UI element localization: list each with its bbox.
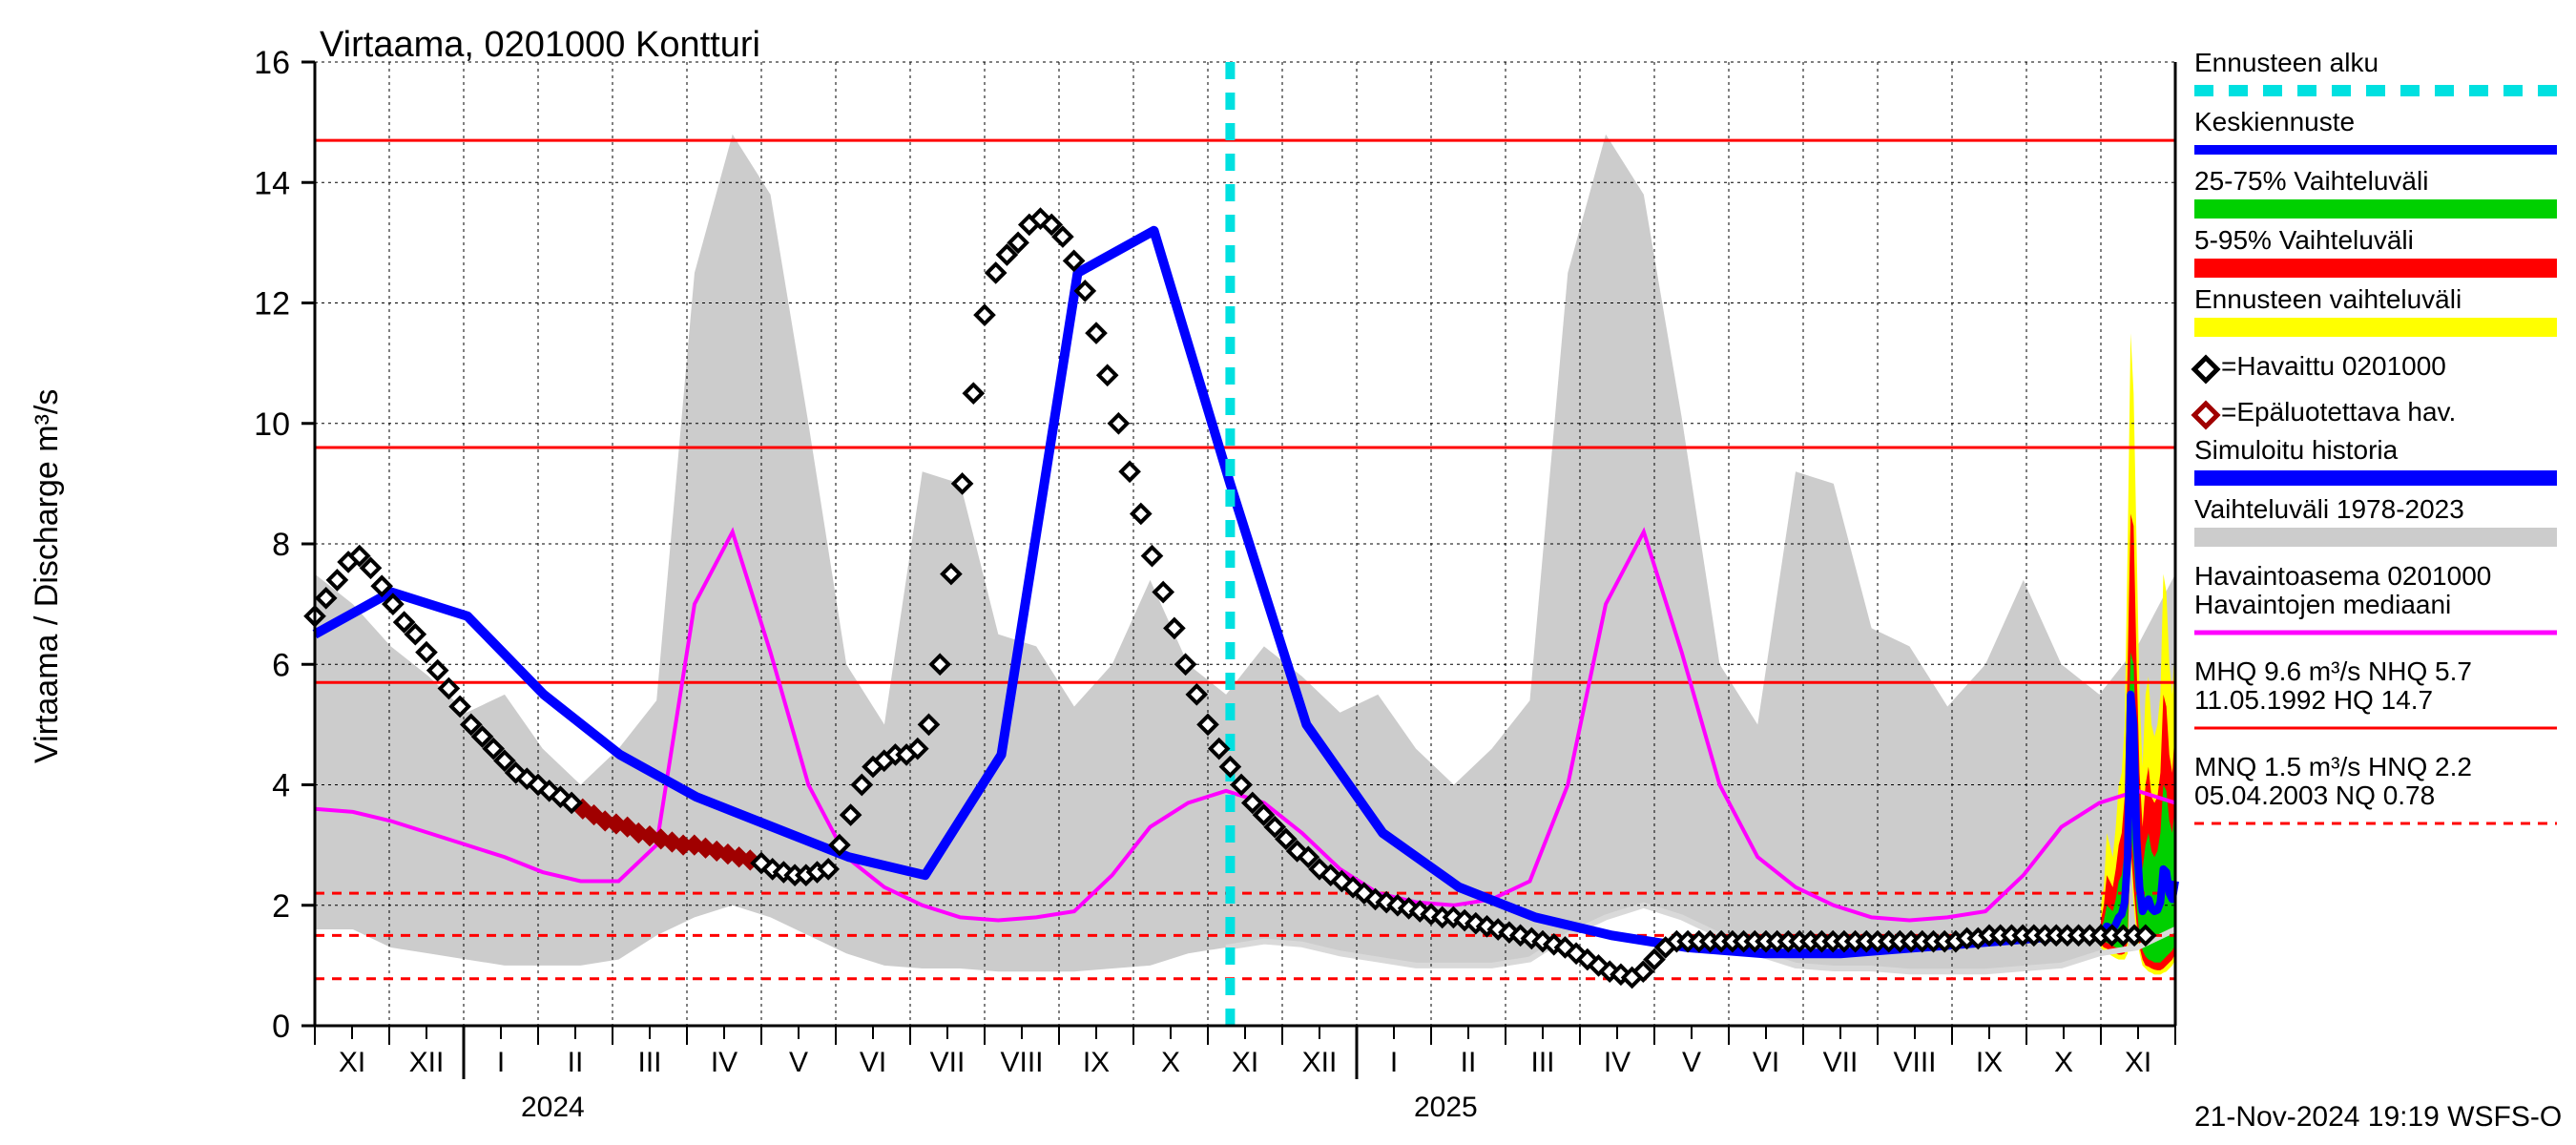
svg-text:I: I (497, 1047, 505, 1078)
svg-text:IV: IV (1604, 1047, 1631, 1078)
svg-text:2024: 2024 (521, 1092, 585, 1123)
svg-text:III: III (637, 1047, 661, 1078)
svg-text:25-75% Vaihteluväli: 25-75% Vaihteluväli (2194, 166, 2428, 196)
svg-text:X: X (2054, 1047, 2073, 1078)
svg-text:VIII: VIII (1893, 1047, 1936, 1078)
svg-text:0: 0 (272, 1009, 290, 1045)
svg-text:Havaintojen mediaani: Havaintojen mediaani (2194, 590, 2451, 619)
svg-text:XI: XI (2125, 1047, 2151, 1078)
svg-text:10: 10 (254, 406, 290, 443)
svg-text:IX: IX (1083, 1047, 1110, 1078)
svg-text:MNQ 1.5 m³/s HNQ 2.2: MNQ 1.5 m³/s HNQ 2.2 (2194, 752, 2472, 781)
svg-text:VII: VII (1823, 1047, 1859, 1078)
svg-text:VI: VI (860, 1047, 886, 1078)
svg-text:Virtaama / Discharge m³/s: Virtaama / Discharge m³/s (29, 389, 65, 763)
discharge-forecast-chart: 0246810121416XIXIIIIIIIIIVVVIVIIVIIIIXXX… (0, 0, 2576, 1145)
svg-text:5-95% Vaihteluväli: 5-95% Vaihteluväli (2194, 225, 2414, 255)
svg-text:IX: IX (1976, 1047, 2003, 1078)
svg-text:VI: VI (1753, 1047, 1779, 1078)
svg-text:2: 2 (272, 888, 290, 925)
svg-text:21-Nov-2024 19:19 WSFS-O: 21-Nov-2024 19:19 WSFS-O (2194, 1101, 2562, 1133)
svg-text:05.04.2003 NQ 0.78: 05.04.2003 NQ 0.78 (2194, 781, 2435, 810)
svg-text:Simuloitu historia: Simuloitu historia (2194, 435, 2399, 465)
svg-text:12: 12 (254, 286, 290, 323)
svg-text:4: 4 (272, 768, 290, 804)
svg-text:Havaintoasema 0201000: Havaintoasema 0201000 (2194, 561, 2491, 591)
svg-text:VIII: VIII (1000, 1047, 1043, 1078)
chart-svg: 0246810121416XIXIIIIIIIIIVVVIVIIVIIIIXXX… (0, 0, 2576, 1145)
svg-text:11.05.1992 HQ 14.7: 11.05.1992 HQ 14.7 (2194, 685, 2433, 715)
svg-text:XII: XII (409, 1047, 445, 1078)
svg-text:III: III (1530, 1047, 1554, 1078)
svg-text:XI: XI (1232, 1047, 1258, 1078)
svg-text:16: 16 (254, 45, 290, 81)
svg-text:14: 14 (254, 165, 290, 201)
svg-text:V: V (1682, 1047, 1701, 1078)
svg-text:MHQ 9.6 m³/s NHQ 5.7: MHQ 9.6 m³/s NHQ 5.7 (2194, 656, 2472, 686)
svg-text:=Havaittu 0201000: =Havaittu 0201000 (2221, 351, 2446, 381)
svg-text:Virtaama, 0201000 Kontturi: Virtaama, 0201000 Kontturi (320, 25, 760, 65)
svg-text:XII: XII (1302, 1047, 1338, 1078)
svg-text:8: 8 (272, 527, 290, 563)
svg-text:II: II (568, 1047, 584, 1078)
svg-text:Keskiennuste: Keskiennuste (2194, 107, 2355, 136)
svg-text:6: 6 (272, 647, 290, 683)
svg-text:V: V (789, 1047, 808, 1078)
svg-text:VII: VII (930, 1047, 966, 1078)
svg-text:II: II (1461, 1047, 1477, 1078)
svg-text:Ennusteen vaihteluväli: Ennusteen vaihteluväli (2194, 284, 2462, 314)
svg-text:X: X (1161, 1047, 1180, 1078)
svg-text:2025: 2025 (1414, 1092, 1478, 1123)
svg-text:I: I (1390, 1047, 1398, 1078)
svg-text:IV: IV (711, 1047, 737, 1078)
svg-text:XI: XI (339, 1047, 365, 1078)
svg-text:=Epäluotettava hav.: =Epäluotettava hav. (2221, 397, 2456, 427)
svg-text:Ennusteen alku: Ennusteen alku (2194, 48, 2379, 77)
svg-text:Vaihteluväli 1978-2023: Vaihteluväli 1978-2023 (2194, 494, 2464, 524)
